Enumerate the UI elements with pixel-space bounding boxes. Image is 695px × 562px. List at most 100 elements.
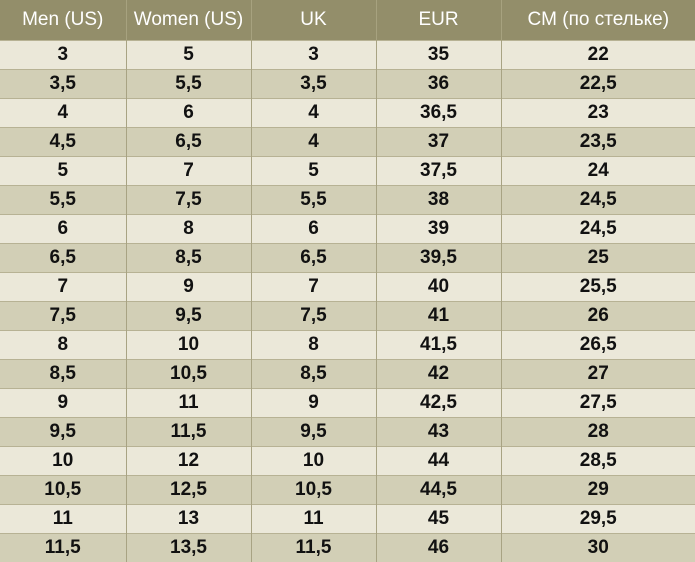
cell-uk: 5 — [251, 157, 376, 186]
cell-cm: 23,5 — [501, 128, 695, 157]
cell-eur: 39,5 — [376, 244, 501, 273]
cell-women-us: 9,5 — [126, 302, 251, 331]
cell-cm: 24,5 — [501, 186, 695, 215]
cell-cm: 24 — [501, 157, 695, 186]
cell-eur: 37,5 — [376, 157, 501, 186]
cell-men-us: 5,5 — [0, 186, 126, 215]
cell-uk: 7,5 — [251, 302, 376, 331]
cell-women-us: 11,5 — [126, 418, 251, 447]
header-row: Men (US) Women (US) UK EUR CM (по стельк… — [0, 0, 695, 41]
header-uk: UK — [251, 0, 376, 41]
cell-uk: 4 — [251, 128, 376, 157]
cell-uk: 5,5 — [251, 186, 376, 215]
cell-cm: 25 — [501, 244, 695, 273]
cell-women-us: 6 — [126, 99, 251, 128]
cell-eur: 38 — [376, 186, 501, 215]
cell-eur: 36,5 — [376, 99, 501, 128]
cell-men-us: 4,5 — [0, 128, 126, 157]
cell-uk: 3 — [251, 41, 376, 70]
cell-eur: 43 — [376, 418, 501, 447]
cell-women-us: 5 — [126, 41, 251, 70]
cell-cm: 23 — [501, 99, 695, 128]
cell-men-us: 6 — [0, 215, 126, 244]
cell-eur: 44,5 — [376, 476, 501, 505]
cell-cm: 22 — [501, 41, 695, 70]
cell-eur: 41,5 — [376, 331, 501, 360]
header-women-us: Women (US) — [126, 0, 251, 41]
cell-women-us: 13 — [126, 505, 251, 534]
cell-uk: 11 — [251, 505, 376, 534]
cell-eur: 36 — [376, 70, 501, 99]
cell-uk: 9,5 — [251, 418, 376, 447]
cell-men-us: 3 — [0, 41, 126, 70]
cell-men-us: 10 — [0, 447, 126, 476]
cell-men-us: 9,5 — [0, 418, 126, 447]
cell-uk: 3,5 — [251, 70, 376, 99]
cell-men-us: 8,5 — [0, 360, 126, 389]
cell-cm: 27 — [501, 360, 695, 389]
cell-uk: 8,5 — [251, 360, 376, 389]
cell-cm: 29,5 — [501, 505, 695, 534]
cell-eur: 45 — [376, 505, 501, 534]
cell-eur: 41 — [376, 302, 501, 331]
cell-women-us: 7,5 — [126, 186, 251, 215]
cell-cm: 27,5 — [501, 389, 695, 418]
cell-women-us: 11 — [126, 389, 251, 418]
cell-women-us: 10 — [126, 331, 251, 360]
cell-men-us: 4 — [0, 99, 126, 128]
cell-women-us: 12,5 — [126, 476, 251, 505]
cell-uk: 6,5 — [251, 244, 376, 273]
cell-women-us: 8 — [126, 215, 251, 244]
cell-cm: 24,5 — [501, 215, 695, 244]
cell-uk: 10,5 — [251, 476, 376, 505]
header-cm: CM (по стельке) — [501, 0, 695, 41]
cell-eur: 44 — [376, 447, 501, 476]
cell-eur: 42,5 — [376, 389, 501, 418]
cell-women-us: 5,5 — [126, 70, 251, 99]
cell-women-us: 6,5 — [126, 128, 251, 157]
cell-women-us: 10,5 — [126, 360, 251, 389]
cell-eur: 40 — [376, 273, 501, 302]
header-eur: EUR — [376, 0, 501, 41]
header-men-us: Men (US) — [0, 0, 126, 41]
cell-men-us: 3,5 — [0, 70, 126, 99]
cell-uk: 8 — [251, 331, 376, 360]
cell-men-us: 8 — [0, 331, 126, 360]
cell-cm: 28 — [501, 418, 695, 447]
cell-women-us: 7 — [126, 157, 251, 186]
cell-uk: 4 — [251, 99, 376, 128]
cell-men-us: 7 — [0, 273, 126, 302]
cell-uk: 6 — [251, 215, 376, 244]
cell-cm: 26 — [501, 302, 695, 331]
cell-women-us: 8,5 — [126, 244, 251, 273]
cell-cm: 29 — [501, 476, 695, 505]
cell-men-us: 7,5 — [0, 302, 126, 331]
cell-men-us: 6,5 — [0, 244, 126, 273]
cell-eur: 35 — [376, 41, 501, 70]
cell-cm: 25,5 — [501, 273, 695, 302]
cell-women-us: 12 — [126, 447, 251, 476]
cell-cm: 28,5 — [501, 447, 695, 476]
cell-eur: 42 — [376, 360, 501, 389]
cell-men-us: 5 — [0, 157, 126, 186]
cell-men-us: 9 — [0, 389, 126, 418]
cell-women-us: 9 — [126, 273, 251, 302]
